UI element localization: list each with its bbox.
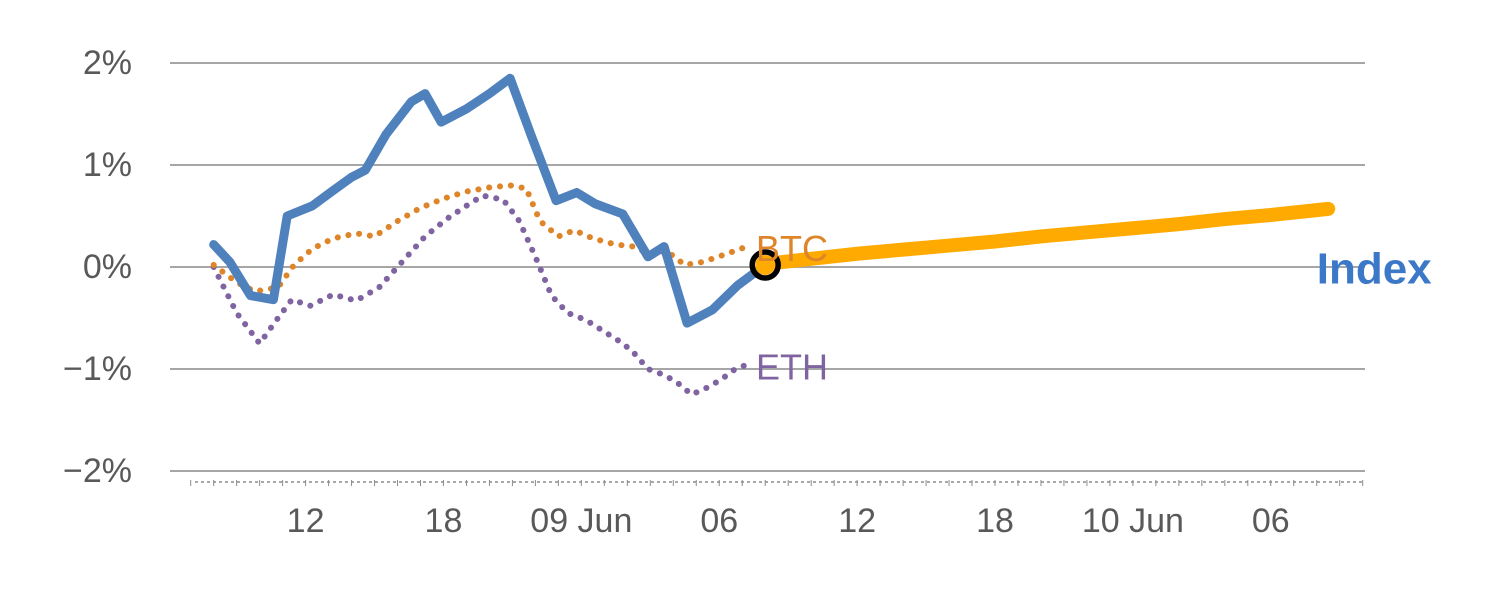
x-tick-label: 12 <box>287 502 325 540</box>
x-tick-label: 18 <box>976 502 1014 540</box>
series-line-index <box>209 73 770 328</box>
series-line-eth <box>210 192 753 398</box>
y-tick-label: 2% <box>83 44 132 82</box>
x-tick-label: 09 Jun <box>530 502 632 540</box>
x-tick-label: 10 Jun <box>1082 502 1184 540</box>
now-marker-icon <box>749 249 781 281</box>
y-tick-label: −1% <box>63 350 132 388</box>
series-label-btc: BTC <box>756 228 828 269</box>
now-marker-fill <box>755 254 776 275</box>
x-tick-label: 06 <box>1252 502 1290 540</box>
series-label-eth: ETH <box>756 346 828 387</box>
y-tick-label: −2% <box>63 452 132 490</box>
x-tick-label: 06 <box>700 502 738 540</box>
x-tick-label: 12 <box>838 502 876 540</box>
series-line-index-projected <box>758 201 1336 271</box>
y-tick-label: 1% <box>83 146 132 184</box>
y-tick-label: 0% <box>83 248 132 286</box>
series-label-index: Index <box>1317 245 1432 294</box>
x-tick-label: 18 <box>425 502 463 540</box>
series-line-btc <box>210 182 750 295</box>
